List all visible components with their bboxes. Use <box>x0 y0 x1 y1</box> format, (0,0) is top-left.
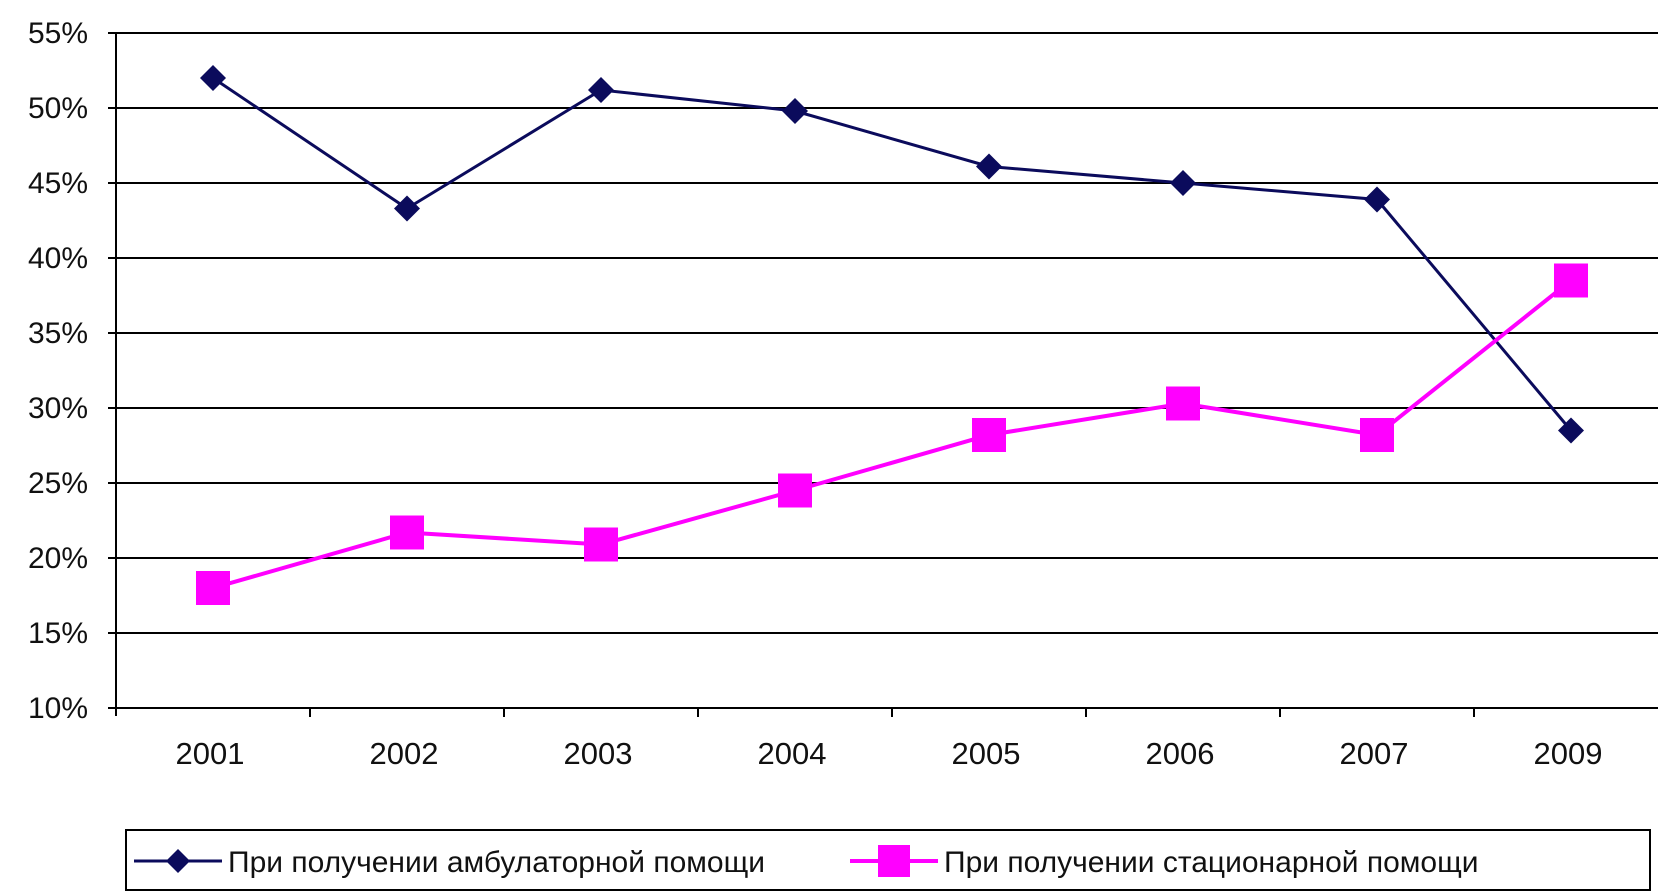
y-tick-label: 20% <box>28 542 88 575</box>
series-line-1 <box>212 76 1573 432</box>
y-tick-label: 50% <box>28 92 88 125</box>
data-point-diamond <box>394 195 420 222</box>
axes <box>108 32 1658 717</box>
legend-marker-diamond <box>166 849 190 873</box>
y-tick-label: 35% <box>28 317 88 350</box>
data-point-diamond <box>1558 417 1584 444</box>
series-line-2 <box>212 278 1573 590</box>
y-tick-label: 25% <box>28 467 88 500</box>
data-point-square <box>1360 418 1394 452</box>
data-point-square <box>1166 386 1200 421</box>
data-point-square <box>972 418 1006 452</box>
data-point-diamond <box>782 98 808 124</box>
data-point-diamond <box>1170 170 1196 196</box>
gridlines <box>116 32 1658 634</box>
y-tick-label: 45% <box>28 167 88 200</box>
x-tick-label: 2009 <box>1534 736 1603 771</box>
y-tick-label: 40% <box>28 242 88 275</box>
y-tick-label: 10% <box>28 692 88 725</box>
series-layer <box>196 65 1588 605</box>
x-tick-label: 2005 <box>952 736 1021 771</box>
y-tick-label: 15% <box>28 617 88 650</box>
y-axis-tick-labels: 10% 15% 20% 25% 30% 35% 40% 45% 50% 55% <box>28 17 88 725</box>
legend: При получении амбулаторной помощи При пол… <box>125 829 1651 891</box>
data-point-diamond <box>1364 186 1390 213</box>
data-point-diamond <box>976 153 1002 180</box>
x-tick-label: 2004 <box>758 736 827 771</box>
x-tick-label: 2007 <box>1340 736 1409 771</box>
x-tick-label: 2002 <box>370 736 439 771</box>
data-point-diamond <box>200 65 226 91</box>
x-tick-label: 2006 <box>1146 736 1215 771</box>
data-point-square <box>584 527 618 562</box>
x-tick-label: 2001 <box>176 736 245 771</box>
x-axis-tick-labels: 2001 2002 2003 2004 2005 2006 2007 2009 <box>176 736 1603 771</box>
data-point-square <box>1554 263 1588 298</box>
y-tick-label: 30% <box>28 392 88 425</box>
legend-label: При получении стационарной помощи <box>944 846 1479 879</box>
data-point-square <box>778 473 812 508</box>
y-tick-label: 55% <box>28 17 88 50</box>
legend-label: При получении амбулаторной помощи <box>228 846 765 879</box>
legend-marker-square <box>878 845 910 877</box>
x-tick-label: 2003 <box>564 736 633 771</box>
data-point-diamond <box>588 77 614 103</box>
data-point-square <box>390 515 424 550</box>
data-point-square <box>196 571 230 605</box>
